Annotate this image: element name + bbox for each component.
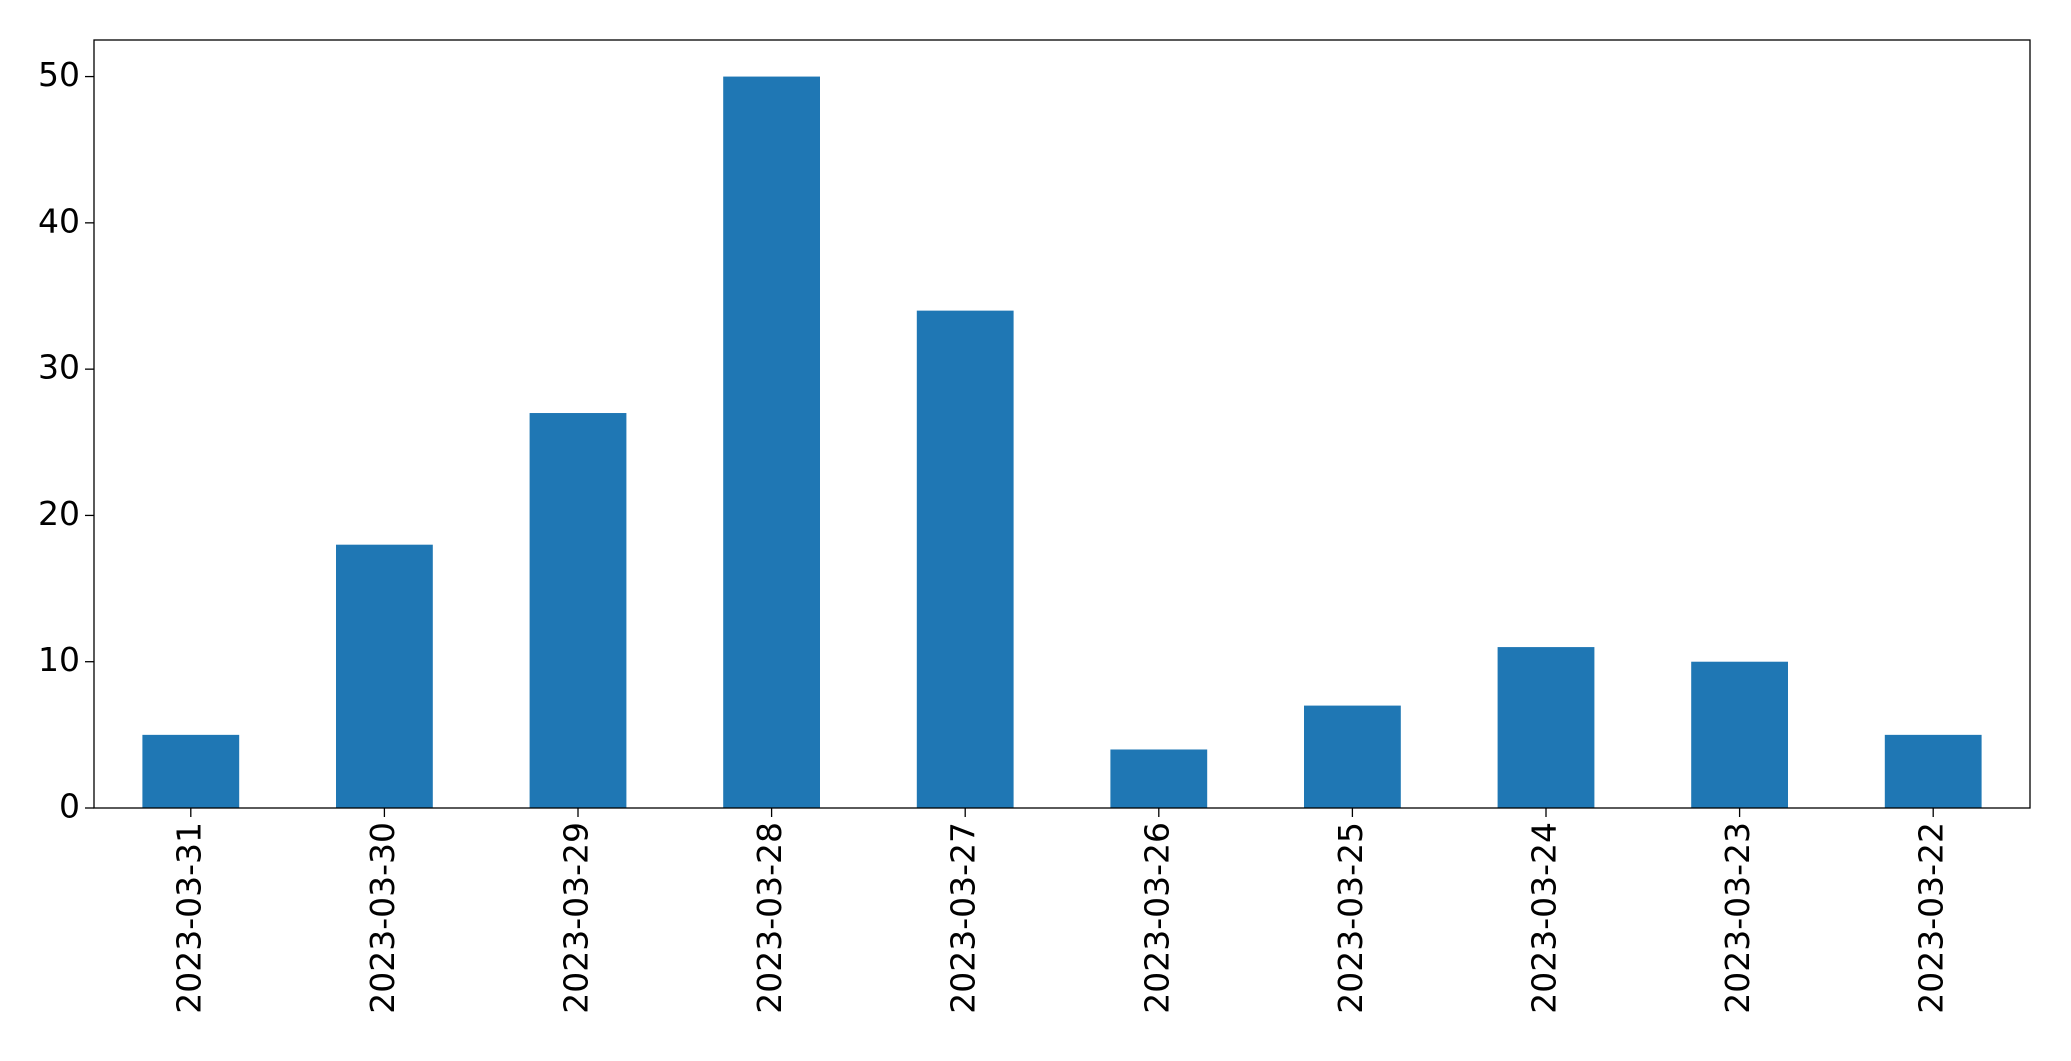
x-tick-label: 2023-03-29	[557, 822, 596, 1014]
x-tick-label: 2023-03-27	[944, 822, 983, 1014]
plot-frame	[93, 39, 2031, 809]
x-tick-label: 2023-03-26	[1137, 822, 1176, 1014]
x-tick-label: 2023-03-28	[750, 822, 789, 1014]
y-tick-label: 40	[38, 201, 80, 240]
x-tick-label: 2023-03-24	[1525, 822, 1564, 1014]
bar	[916, 310, 1014, 808]
bar	[723, 76, 820, 809]
bar	[529, 413, 627, 808]
bar	[336, 544, 433, 808]
y-tick-label: 0	[59, 787, 80, 826]
x-tick-label: 2023-03-23	[1718, 822, 1757, 1014]
x-tick-label: 2023-03-22	[1912, 822, 1951, 1014]
x-tick-label: 2023-03-25	[1331, 822, 1370, 1014]
bar	[1304, 705, 1401, 808]
bar	[1497, 647, 1595, 808]
y-tick-label: 30	[38, 348, 80, 387]
bar	[1884, 734, 1982, 808]
y-tick-label: 20	[38, 494, 80, 533]
y-tick-label: 50	[38, 55, 80, 94]
y-tick-label: 10	[38, 640, 80, 679]
x-tick-label: 2023-03-31	[169, 822, 208, 1014]
bar	[142, 734, 240, 808]
bar	[1691, 661, 1788, 808]
x-tick-label: 2023-03-30	[363, 822, 402, 1014]
bar	[1110, 749, 1208, 808]
